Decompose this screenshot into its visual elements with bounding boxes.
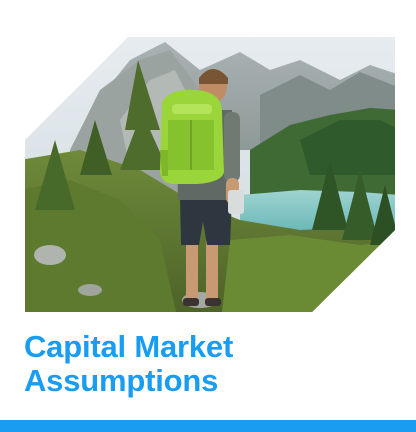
title-line-2: Assumptions (24, 363, 219, 398)
hiker-figure (160, 69, 244, 306)
title-line-1: Capital Market (24, 329, 234, 364)
bottom-accent-bar (0, 420, 416, 432)
page-title: Capital Market Assumptions (24, 330, 233, 398)
